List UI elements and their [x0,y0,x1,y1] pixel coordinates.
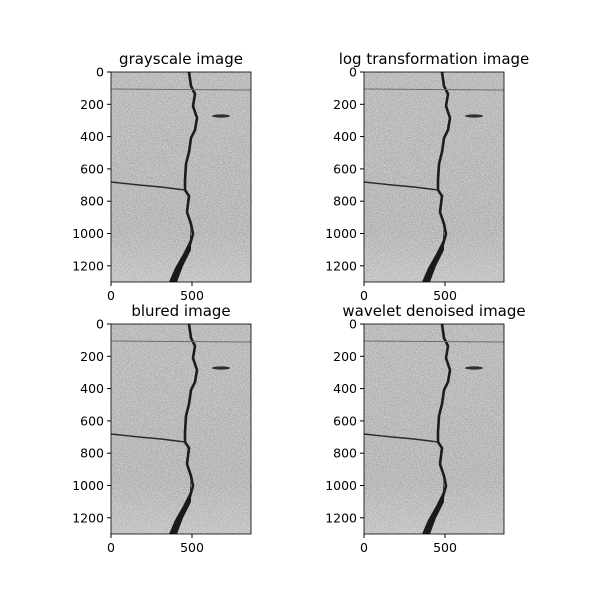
x-axis: 0 500 [107,534,204,555]
panel-title: wavelet denoised image [342,302,525,320]
y-tick-label: 200 [80,349,104,364]
y-tick-label: 1200 [325,258,357,273]
y-tick-label: 600 [80,161,104,176]
x-axis: 0 500 [107,282,204,303]
panel-title: blured image [131,302,230,320]
y-tick-label: 400 [333,129,357,144]
y-tick-label: 1200 [325,510,357,525]
y-tick-label: 1000 [325,478,357,493]
crack-image [110,323,252,535]
y-tick-label: 1000 [72,226,104,241]
y-tick-label: 200 [333,349,357,364]
x-tick-label: 500 [433,540,457,555]
y-tick-label: 600 [333,413,357,428]
x-tick-label: 0 [360,288,368,303]
y-tick-label: 0 [96,317,104,332]
panel-blured: blured image 0 200 400 600 800 1 [72,302,252,555]
y-tick-label: 800 [333,194,357,209]
crack-image [363,71,505,283]
y-tick-label: 600 [80,413,104,428]
x-tick-label: 500 [433,288,457,303]
y-tick-label: 1000 [325,226,357,241]
y-axis: 0 200 400 600 800 1000 1200 [325,65,364,273]
y-tick-label: 600 [333,161,357,176]
y-tick-label: 1200 [72,258,104,273]
x-tick-label: 500 [180,540,204,555]
y-tick-label: 800 [80,194,104,209]
x-tick-label: 0 [107,540,115,555]
panel-grayscale: grayscale image 0 200 400 600 800 [72,50,252,303]
y-tick-label: 0 [96,65,104,80]
y-tick-label: 800 [333,446,357,461]
x-tick-label: 500 [180,288,204,303]
y-tick-label: 0 [349,317,357,332]
x-axis: 0 500 [360,282,457,303]
y-tick-label: 200 [80,97,104,112]
y-tick-label: 400 [80,129,104,144]
y-tick-label: 0 [349,65,357,80]
x-tick-label: 0 [107,288,115,303]
panel-wavelet-denoised: wavelet denoised image 0 200 400 600 8 [325,302,525,555]
x-axis: 0 500 [360,534,457,555]
y-tick-label: 400 [333,381,357,396]
crack-image [110,71,252,283]
y-axis: 0 200 400 600 800 1000 1200 [72,317,111,525]
panel-log-transformation: log transformation image 0 200 400 600 [325,50,529,303]
panel-title: grayscale image [119,50,243,68]
y-axis: 0 200 400 600 800 1000 1200 [325,317,364,525]
y-tick-label: 1200 [72,510,104,525]
y-tick-label: 800 [80,446,104,461]
panel-title: log transformation image [339,50,530,68]
crack-image [363,323,505,535]
y-tick-label: 1000 [72,478,104,493]
y-tick-label: 200 [333,97,357,112]
y-axis: 0 200 400 600 800 1000 1200 [72,65,111,273]
y-tick-label: 400 [80,381,104,396]
x-tick-label: 0 [360,540,368,555]
